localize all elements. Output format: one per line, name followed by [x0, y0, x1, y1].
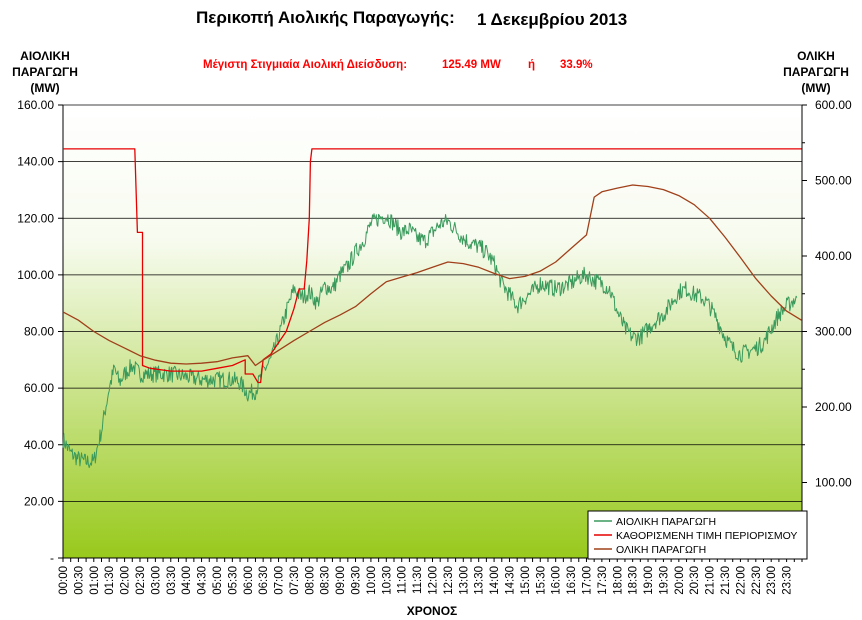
- x-tick-label: 21:30: [720, 566, 732, 595]
- x-tick-label: 19:30: [658, 566, 670, 595]
- x-tick-label: 00:30: [73, 566, 85, 595]
- y-right-tick-label: 100.00: [815, 476, 852, 490]
- subtitle-label: Μέγιστη Στιγμιαία Αιολική Διείσδυση:: [203, 59, 407, 71]
- y-left-tick-label: 140.00: [17, 155, 54, 169]
- y-right-tick-label: 200.00: [815, 400, 852, 414]
- chart-title-main: Περικοπή Αιολικής Παραγωγής:: [196, 8, 455, 27]
- series-wind-production: [62, 213, 798, 469]
- x-tick-label: 16:30: [566, 566, 578, 595]
- subtitle-value-pct: 33.9%: [560, 59, 593, 71]
- y-left-tick-label: 20.00: [24, 494, 54, 508]
- series-curtailment-limit: [63, 148, 802, 384]
- x-tick-label: 18:00: [612, 566, 624, 595]
- y-right-tick-label: 500.00: [815, 174, 852, 188]
- y-left-tick-label: 60.00: [24, 381, 54, 395]
- series-lines: [62, 148, 802, 469]
- subtitle-value-mw: 125.49 MW: [442, 59, 501, 71]
- x-tick-label: 04:30: [197, 566, 209, 595]
- x-tick-label: 01:30: [104, 566, 116, 595]
- x-tick-label: 13:30: [474, 566, 486, 595]
- x-tick-label: 13:00: [458, 566, 470, 595]
- x-tick-label: 08:30: [320, 566, 332, 595]
- left-axis-title-line1: ΑΙΟΛΙΚΗ: [20, 49, 70, 63]
- legend-label-wind: ΑΙΟΛΙΚΗ ΠΑΡΑΓΩΓΗ: [616, 516, 716, 528]
- x-tick-label: 07:30: [289, 566, 301, 595]
- y-left-tick-label: 40.00: [24, 438, 54, 452]
- x-tick-label: 17:30: [597, 566, 609, 595]
- x-tick-label: 14:30: [504, 566, 516, 595]
- x-tick-label: 15:30: [535, 566, 547, 595]
- x-tick-label: 15:00: [520, 566, 532, 595]
- x-tick-label: 03:30: [166, 566, 178, 595]
- x-tick-label: 09:00: [335, 566, 347, 595]
- x-tick-label: 14:00: [489, 566, 501, 595]
- legend-label-total: ΟΛΙΚΗ ΠΑΡΑΓΩΓΗ: [616, 544, 706, 556]
- x-tick-label: 02:00: [120, 566, 132, 595]
- x-tick-label: 10:00: [366, 566, 378, 595]
- x-tick-label: 19:00: [643, 566, 655, 595]
- x-tick-label: 12:00: [428, 566, 440, 595]
- left-axis-title-line3: (MW): [30, 81, 59, 95]
- right-axis-title-line3: (MW): [801, 81, 830, 95]
- x-tick-label: 00:00: [58, 566, 70, 595]
- x-tick-label: 05:30: [227, 566, 239, 595]
- x-tick-label: 02:30: [135, 566, 147, 595]
- x-tick-label: 20:00: [674, 566, 686, 595]
- x-tick-label: 16:00: [551, 566, 563, 595]
- x-tick-label: 22:30: [751, 566, 763, 595]
- y-left-tick-label: 80.00: [24, 325, 54, 339]
- y-right-tick-label: 400.00: [815, 249, 852, 263]
- legend-label-limit: ΚΑΘΟΡΙΣΜΕΝΗ ΤΙΜΗ ΠΕΡΙΟΡΙΣΜΟΥ: [616, 530, 797, 542]
- grid-lines: [63, 104, 802, 502]
- x-tick-label: 09:30: [351, 566, 363, 595]
- x-tick-label: 08:00: [304, 566, 316, 595]
- x-tick-label: 10:30: [381, 566, 393, 595]
- x-axis-title: ΧΡΟΝΟΣ: [407, 604, 458, 618]
- x-tick-label: 23:30: [782, 566, 794, 595]
- y-right-tick-label: 600.00: [815, 98, 852, 112]
- y-right-tick-label: 300.00: [815, 325, 852, 339]
- x-tick-label: 18:30: [628, 566, 640, 595]
- x-tick-label: 17:00: [581, 566, 593, 595]
- x-tick-label: 06:30: [258, 566, 270, 595]
- x-tick-label: 21:00: [705, 566, 717, 595]
- x-tick-label: 07:00: [274, 566, 286, 595]
- x-tick-label: 22:00: [735, 566, 747, 595]
- left-axis-title-line2: ΠΑΡΑΓΩΓΗ: [12, 65, 78, 79]
- series-total-production: [62, 184, 802, 367]
- x-tick-label: 12:30: [443, 566, 455, 595]
- x-tick-label: 03:00: [150, 566, 162, 595]
- x-tick-label: 23:00: [766, 566, 778, 595]
- y-left-tick-label: -: [50, 551, 54, 565]
- y-left-tick-label: 120.00: [17, 211, 54, 225]
- x-tick-label: 06:00: [243, 566, 255, 595]
- y-left-tick-label: 100.00: [17, 268, 54, 282]
- x-tick-label: 01:00: [89, 566, 101, 595]
- legend: ΑΙΟΛΙΚΗ ΠΑΡΑΓΩΓΗ ΚΑΘΟΡΙΣΜΕΝΗ ΤΙΜΗ ΠΕΡΙΟΡ…: [587, 510, 808, 560]
- right-axis-title-line1: ΟΛΙΚΗ: [797, 49, 835, 63]
- chart-title-date: 1 Δεκεμβρίου 2013: [477, 10, 627, 29]
- y-left-tick-label: 160.00: [17, 98, 54, 112]
- x-tick-label: 11:00: [397, 566, 409, 594]
- x-tick-label: 04:00: [181, 566, 193, 595]
- right-axis-title-line2: ΠΑΡΑΓΩΓΗ: [783, 65, 849, 79]
- x-tick-label: 20:30: [689, 566, 701, 595]
- x-tick-label: 11:30: [412, 566, 424, 594]
- x-tick-label: 05:00: [212, 566, 224, 595]
- subtitle-or: ή: [528, 59, 535, 71]
